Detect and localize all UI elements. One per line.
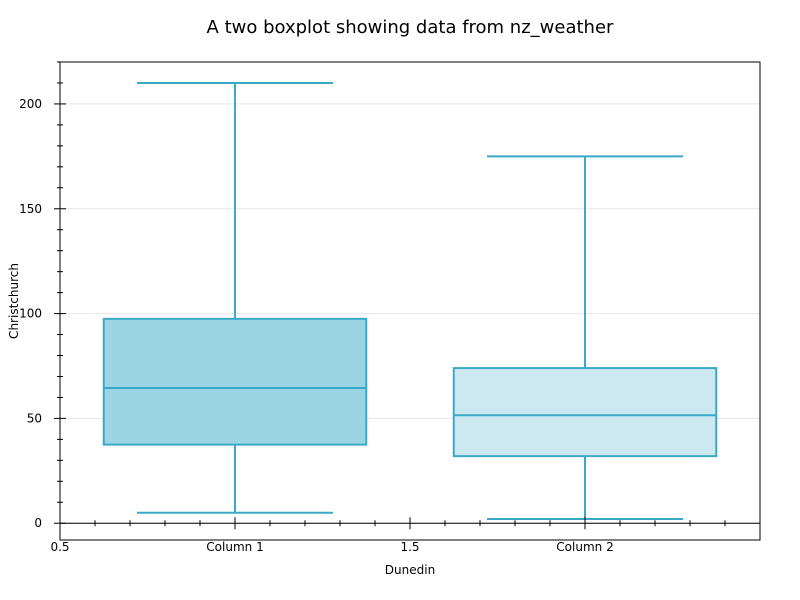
y-tick-label-4: 200 (19, 97, 42, 111)
chart-title: A two boxplot showing data from nz_weath… (207, 17, 614, 38)
x-tick-label-3: Column 2 (556, 540, 613, 554)
boxplot-2 (452, 155, 718, 521)
x-axis-label: Dunedin (385, 563, 435, 577)
boxplot-1 (102, 81, 368, 514)
y-axis-label: Christchurch (7, 263, 21, 339)
axis-layer: 0.5 Column 1 1.5 Column 2 0 50 100 150 200 (19, 61, 760, 554)
x-tick-label-0: 0.5 (50, 540, 69, 554)
x-tick-label-2: 1.5 (400, 540, 419, 554)
plot-frame (59, 61, 761, 541)
y-tick-label-0: 0 (34, 516, 42, 530)
box-2 (452, 367, 718, 458)
box-layer (102, 81, 718, 521)
y-tick-label-3: 150 (19, 202, 42, 216)
y-tick-label-1: 50 (27, 411, 42, 425)
y-tick-label-2: 100 (19, 307, 42, 321)
x-tick-label-1: Column 1 (206, 540, 263, 554)
box-1 (102, 317, 368, 446)
grid-layer (60, 103, 760, 524)
